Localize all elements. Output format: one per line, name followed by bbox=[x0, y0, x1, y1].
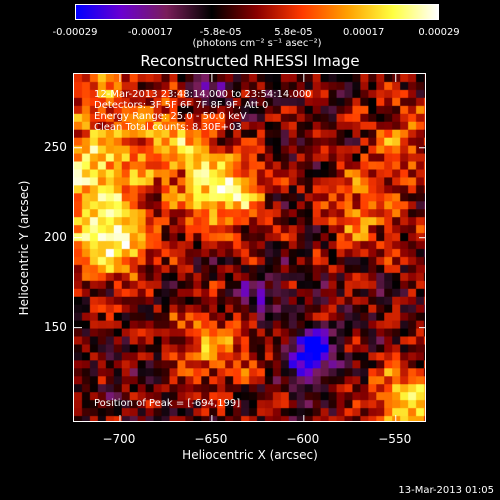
annotation-detectors: Detectors: 3F 5F 6F 7F 8F 9F, Att 0 bbox=[94, 100, 269, 111]
colorbar-tick-label: -5.8e-05 bbox=[199, 27, 242, 38]
colorbar-units: (photons cm⁻² s⁻¹ asec⁻²) bbox=[192, 38, 322, 49]
y-tick-label: 150 bbox=[44, 319, 67, 334]
y-tick-label: 250 bbox=[44, 139, 67, 154]
heatmap-image bbox=[74, 74, 425, 421]
colorbar-tick-label: 5.8e-05 bbox=[274, 27, 313, 38]
colorbar bbox=[75, 4, 439, 20]
x-tick-label: −700 bbox=[102, 432, 136, 446]
y-tick-label: 200 bbox=[44, 229, 67, 244]
annotation-time-range: 12-Mar-2013 23:48:14.000 to 23:54:14.000 bbox=[94, 89, 312, 100]
colorbar-tick-label: -0.00029 bbox=[52, 27, 98, 38]
annotation-peak-position: Position of Peak = [-694,199] bbox=[94, 398, 241, 409]
annotation-clean-counts: Clean Total counts: 8.30E+03 bbox=[94, 122, 242, 133]
x-tick-label: −600 bbox=[286, 432, 320, 446]
colorbar-tick-label: 0.00017 bbox=[343, 27, 385, 38]
y-axis-label: Heliocentric Y (arcsec) bbox=[17, 180, 31, 316]
annotation-energy-range: Energy Range: 25.0 - 50.0 keV bbox=[94, 111, 247, 122]
colorbar-tick-label: 0.00029 bbox=[418, 27, 460, 38]
x-tick-label: −650 bbox=[194, 432, 228, 446]
x-axis-label: Heliocentric X (arcsec) bbox=[182, 448, 318, 462]
colorbar-tick-label: -0.00017 bbox=[127, 27, 173, 38]
timestamp-footer: 13-Mar-2013 01:05 bbox=[398, 485, 494, 496]
image-plot: 12-Mar-2013 23:48:14.000 to 23:54:14.000… bbox=[73, 73, 426, 422]
axis-tickmarks bbox=[74, 74, 425, 421]
chart-title: Reconstructed RHESSI Image bbox=[140, 52, 360, 70]
x-tick-label: −550 bbox=[378, 432, 412, 446]
